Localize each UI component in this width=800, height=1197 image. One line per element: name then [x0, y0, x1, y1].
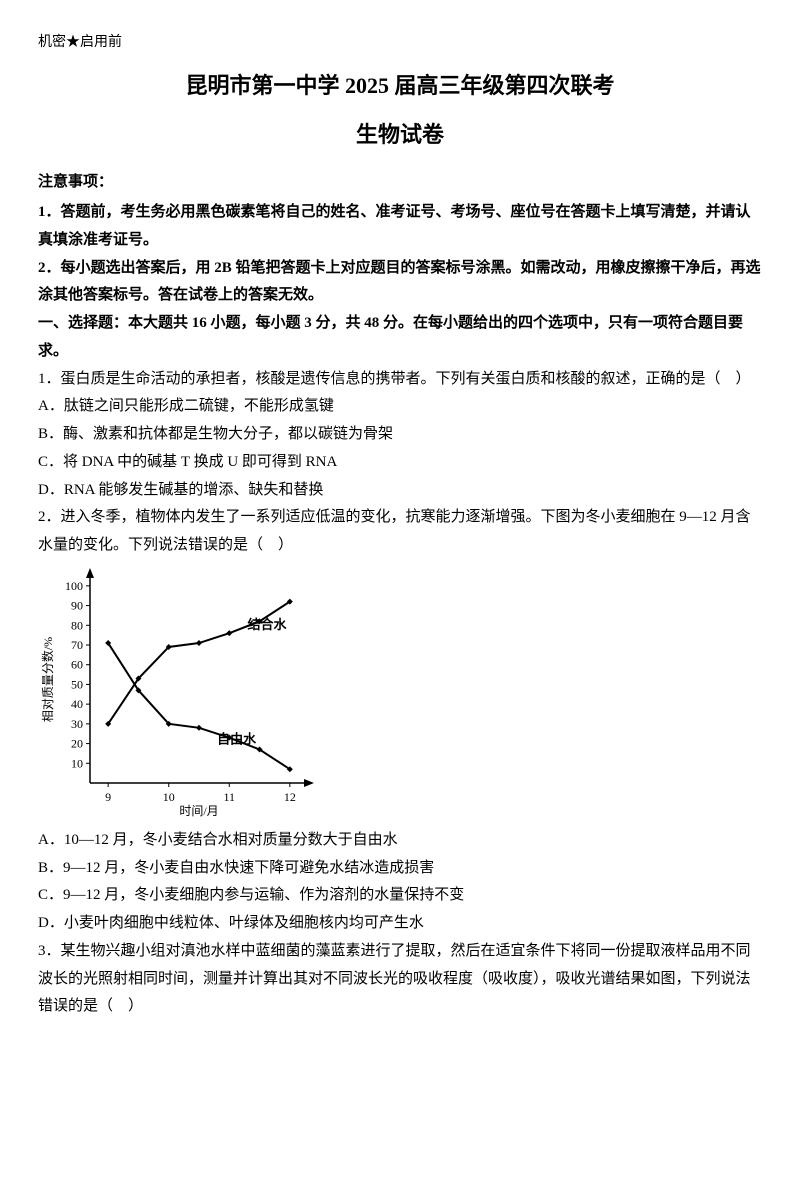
question-2-option-a: A．10—12 月，冬小麦结合水相对质量分数大于自由水	[38, 827, 762, 855]
question-1-option-d: D．RNA 能够发生碱基的增添、缺失和替换	[38, 477, 762, 505]
svg-text:自由水: 自由水	[217, 731, 257, 746]
notice-item-1: 1．答题前，考生务必用黑色碳素笔将自己的姓名、准考证号、考场号、座位号在答题卡上…	[38, 199, 762, 255]
svg-text:50: 50	[71, 677, 83, 691]
question-1-option-b: B．酶、激素和抗体都是生物大分子，都以碳链为骨架	[38, 421, 762, 449]
svg-text:30: 30	[71, 717, 83, 731]
question-2-option-d: D．小麦叶肉细胞中线粒体、叶绿体及细胞核内均可产生水	[38, 910, 762, 938]
question-3-stem: 3．某生物兴趣小组对滇池水样中蓝细菌的藻蓝素进行了提取，然后在适宜条件下将同一份…	[38, 938, 762, 1021]
svg-text:9: 9	[105, 790, 111, 804]
svg-text:80: 80	[71, 618, 83, 632]
svg-text:相对质量分数/%: 相对质量分数/%	[40, 637, 55, 722]
svg-text:40: 40	[71, 697, 83, 711]
question-1-option-c: C．将 DNA 中的碱基 T 换成 U 即可得到 RNA	[38, 449, 762, 477]
svg-text:70: 70	[71, 638, 83, 652]
question-2-option-c: C．9—12 月，冬小麦细胞内参与运输、作为溶剂的水量保持不变	[38, 882, 762, 910]
notice-item-2: 2．每小题选出答案后，用 2B 铅笔把答题卡上对应题目的答案标号涂黑。如需改动，…	[38, 255, 762, 311]
svg-text:100: 100	[65, 579, 83, 593]
question-2-stem: 2．进入冬季，植物体内发生了一系列适应低温的变化，抗寒能力逐渐增强。下图为冬小麦…	[38, 504, 762, 560]
svg-text:90: 90	[71, 598, 83, 612]
notice-heading: 注意事项：	[38, 169, 762, 197]
exam-subtitle: 生物试卷	[38, 115, 762, 156]
confidential-label: 机密★启用前	[38, 30, 762, 56]
question-1-option-a: A．肽链之间只能形成二硫键，不能形成氢键	[38, 393, 762, 421]
svg-text:60: 60	[71, 657, 83, 671]
section-1-heading: 一、选择题：本大题共 16 小题，每小题 3 分，共 48 分。在每小题给出的四…	[38, 310, 762, 366]
question-1-stem: 1．蛋白质是生命活动的承担者，核酸是遗传信息的携带者。下列有关蛋白质和核酸的叙述…	[38, 366, 762, 394]
svg-text:11: 11	[223, 790, 235, 804]
svg-text:时间/月: 时间/月	[179, 804, 218, 818]
svg-text:10: 10	[71, 756, 83, 770]
svg-text:12: 12	[284, 790, 296, 804]
svg-text:20: 20	[71, 736, 83, 750]
svg-text:10: 10	[163, 790, 175, 804]
exam-title: 昆明市第一中学 2025 届高三年级第四次联考	[38, 66, 762, 107]
svg-text:结合水: 结合水	[247, 617, 287, 632]
water-chart: 10 20 30 40 50 60 70 80 90 100 9 10 11 12 相对质量分数/% 时间/月…	[38, 566, 762, 821]
water-chart-svg: 10 20 30 40 50 60 70 80 90 100 9 10 11 12 相对质量分数/% 时间/月…	[38, 566, 318, 821]
question-2-option-b: B．9—12 月，冬小麦自由水快速下降可避免水结冰造成损害	[38, 855, 762, 883]
